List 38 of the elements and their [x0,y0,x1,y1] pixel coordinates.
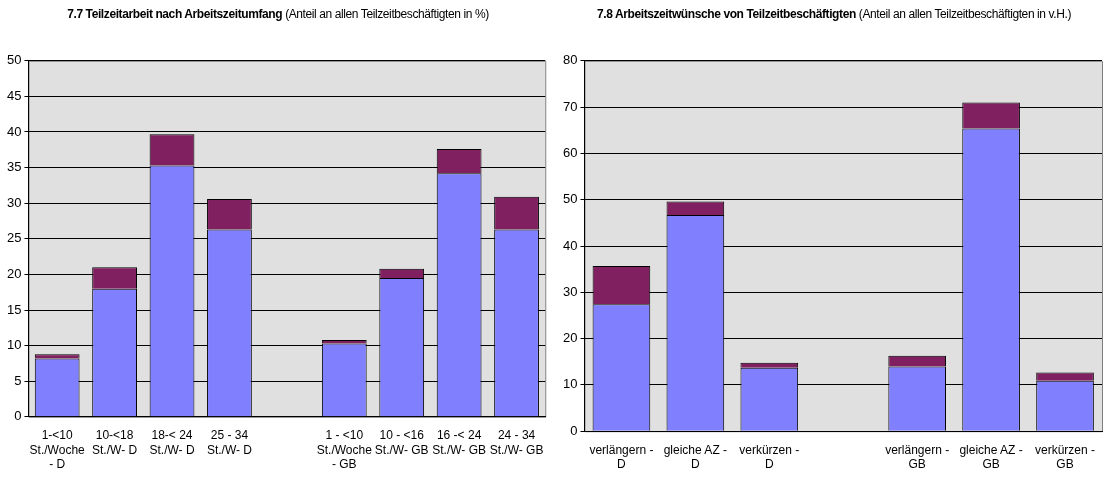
y-tick-label: 40 [6,123,22,139]
y-tick-label: 10 [562,376,578,392]
x-tick-label: 10-<18 St./W- D [92,428,138,457]
y-tick-label: 70 [562,98,578,114]
y-tick-label: 30 [6,194,22,210]
y-tick-label: 80 [562,52,578,68]
x-tick-label: 1-<10 St./Woche - D [29,428,86,472]
y-tick-label: 30 [562,283,578,299]
x-tick-label: verlängern - GB [885,442,950,472]
x-tick-label: 1 - <10 St./Woche - GB [316,428,373,472]
y-tick-label: 45 [6,87,22,103]
chart-subtitle: (Anteil an allen Teilzeitbeschäftigten in %) [284,7,489,21]
x-tick-label: verlängern - D [589,442,654,472]
x-tick-label: gleiche AZ - GB [959,442,1023,472]
y-tick-label: 15 [6,301,22,317]
x-tick-label: verkürzen - D [739,442,800,472]
x-tick-label: gleiche AZ - D [663,442,728,472]
x-tick-label: 10 - <16 St./W- GB [374,428,429,457]
x-tick-label: 25 - 34 St./W- D [206,428,253,457]
x-tick-label: verkürzen - GB [1035,442,1096,472]
x-tick-label: 16 -< 24 St./W- GB [432,428,487,457]
y-tick-label: 25 [6,230,22,246]
y-tick-label: 20 [6,265,22,281]
chart-title: 7.8 Arbeitszeitwünsche von Teilzeitbeschäftigten [596,7,856,21]
y-tick-label: 10 [6,337,22,353]
y-tick-label: 0 [14,408,22,424]
y-tick-label: 40 [562,237,578,253]
y-tick-label: 60 [562,144,578,160]
y-tick-label: 50 [6,52,22,68]
y-tick-label: 0 [570,422,578,438]
y-tick-label: 50 [562,191,578,207]
chart-title: 7.7 Teilzeitarbeit nach Arbeitszeitumfang [67,7,283,21]
chart-subtitle: (Anteil an allen Teilzeitbeschäftigten in v.H.) [857,7,1072,21]
x-tick-label: 24 - 34 St./W- GB [489,428,544,457]
x-tick-label: 18-< 24 St./W- D [149,428,195,457]
y-tick-label: 35 [6,159,22,175]
y-tick-label: 20 [562,330,578,346]
y-tick-label: 5 [14,372,22,388]
